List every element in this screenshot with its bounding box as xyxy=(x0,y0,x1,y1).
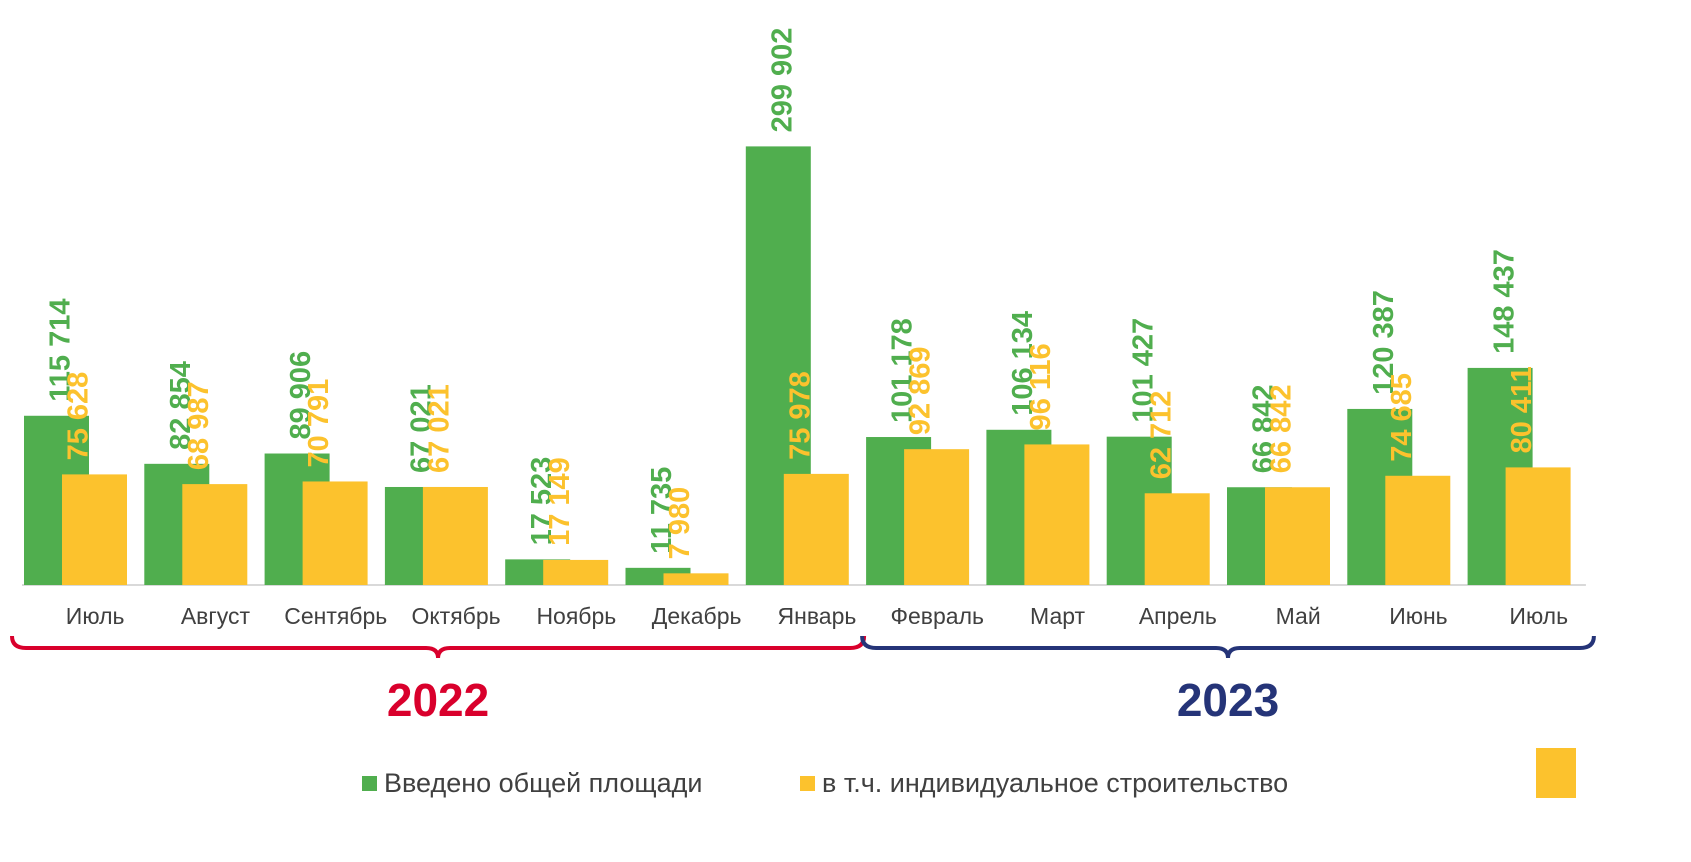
x-tick-label: Апрель xyxy=(1139,603,1217,629)
x-tick-label: Сентябрь xyxy=(284,603,387,629)
x-tick-label: Февраль xyxy=(891,603,984,629)
legend-swatch xyxy=(362,776,377,791)
value-label: 82 854 xyxy=(165,361,197,450)
bar xyxy=(62,474,127,585)
value-label: 299 902 xyxy=(766,28,798,133)
year-brace xyxy=(860,635,1596,659)
bar xyxy=(182,484,248,585)
x-tick-label: Май xyxy=(1276,603,1321,629)
value-label: 75 978 xyxy=(784,371,816,460)
x-tick-label: Июнь xyxy=(1389,603,1447,629)
x-tick-label: Июль xyxy=(66,603,125,629)
value-label: 62 712 xyxy=(1145,391,1177,480)
value-label: 115 714 xyxy=(45,299,77,402)
legend-label: Введено общей площади xyxy=(384,768,702,798)
value-label: 120 387 xyxy=(1368,290,1400,395)
bar xyxy=(302,481,368,585)
bar xyxy=(422,486,488,585)
x-tick-label: Ноябрь xyxy=(536,603,616,629)
bar xyxy=(1024,444,1090,585)
x-tick-label: Январь xyxy=(778,603,857,629)
x-tick-label: Октябрь xyxy=(411,603,500,629)
bar xyxy=(663,573,729,585)
value-label: 11 735 xyxy=(646,467,678,554)
x-tick-label: Март xyxy=(1030,603,1085,629)
bar xyxy=(904,449,970,585)
value-label: 66 842 xyxy=(1248,385,1280,474)
year-brace xyxy=(10,635,867,659)
year-label: 2022 xyxy=(387,674,489,726)
bar xyxy=(1505,467,1571,585)
value-label: 89 906 xyxy=(285,351,317,440)
bar xyxy=(1144,493,1210,585)
value-label: 80 411 xyxy=(1506,366,1538,453)
value-label: 101 178 xyxy=(887,318,919,423)
value-label: 106 134 xyxy=(1007,311,1039,416)
bar xyxy=(1385,475,1451,585)
value-label: 148 437 xyxy=(1488,249,1520,354)
bar xyxy=(543,559,609,585)
bar xyxy=(783,473,849,585)
bar xyxy=(1265,487,1330,585)
x-tick-label: Август xyxy=(181,603,251,629)
value-label: 17 149 xyxy=(544,457,576,546)
decoration xyxy=(1536,748,1576,798)
value-label: 74 685 xyxy=(1386,373,1418,462)
value-label: 68 987 xyxy=(183,381,215,470)
value-label: 101 427 xyxy=(1127,318,1159,423)
value-label: 67 021 xyxy=(406,384,438,473)
value-label: 70 791 xyxy=(303,379,335,468)
x-tick-label: Декабрь xyxy=(652,603,742,629)
legend-label: в т.ч. индивидуальное строительство xyxy=(822,768,1288,798)
year-label: 2023 xyxy=(1177,674,1279,726)
value-label: 75 628 xyxy=(63,372,95,461)
legend-swatch xyxy=(800,776,815,791)
value-label: 92 869 xyxy=(905,346,937,435)
value-label: 17 523 xyxy=(526,457,558,546)
x-tick-label: Июль xyxy=(1509,603,1568,629)
value-label: 7 980 xyxy=(664,487,696,560)
value-label: 66 842 xyxy=(1266,385,1298,474)
value-label: 67 021 xyxy=(424,384,456,473)
value-label: 96 116 xyxy=(1025,343,1057,430)
